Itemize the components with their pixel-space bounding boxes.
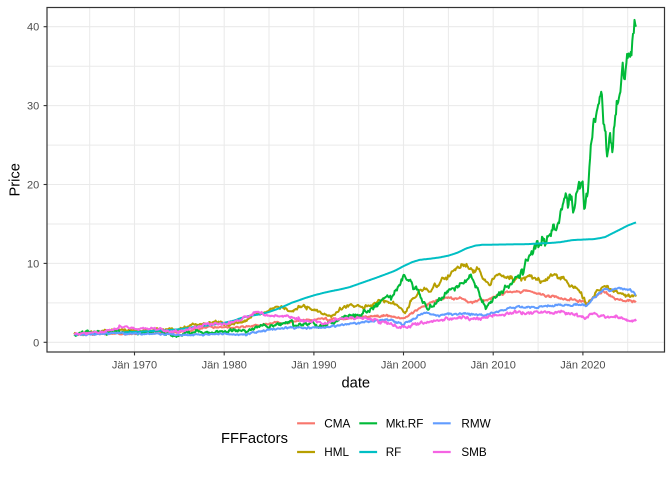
svg-text:RMW: RMW xyxy=(461,417,490,430)
svg-text:Jän 2010: Jän 2010 xyxy=(471,360,516,372)
svg-text:Jän 1990: Jän 1990 xyxy=(291,360,336,372)
svg-text:date: date xyxy=(342,375,371,391)
svg-text:FFFactors: FFFactors xyxy=(221,431,288,447)
svg-text:Jän 1970: Jän 1970 xyxy=(112,360,157,372)
svg-text:Jän 1980: Jän 1980 xyxy=(202,360,247,372)
svg-text:0: 0 xyxy=(33,337,39,349)
svg-text:CMA: CMA xyxy=(324,417,350,430)
svg-text:HML: HML xyxy=(324,446,349,459)
svg-text:SMB: SMB xyxy=(461,446,487,459)
svg-text:40: 40 xyxy=(27,22,39,34)
svg-text:30: 30 xyxy=(27,101,39,113)
svg-text:Mkt.RF: Mkt.RF xyxy=(386,417,424,430)
svg-text:10: 10 xyxy=(27,258,39,270)
svg-text:Jän 2020: Jän 2020 xyxy=(560,360,605,372)
svg-text:20: 20 xyxy=(27,180,39,192)
svg-text:RF: RF xyxy=(386,446,402,459)
svg-text:Price: Price xyxy=(7,163,23,196)
svg-text:Jän 2000: Jän 2000 xyxy=(381,360,426,372)
